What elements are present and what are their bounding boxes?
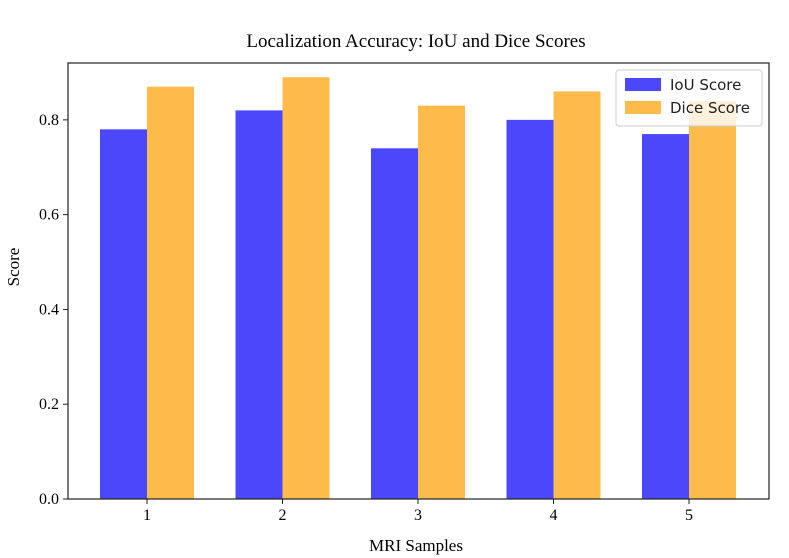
chart-title: Localization Accuracy: IoU and Dice Scor… xyxy=(246,31,585,52)
bar-dice-score-3 xyxy=(418,105,465,500)
x-tick-label: 5 xyxy=(685,507,693,524)
bar-iou-score-1 xyxy=(100,129,147,499)
y-axis: 0.0 0.2 0.4 0.6 0.8 xyxy=(39,112,68,508)
x-tick-label: 2 xyxy=(279,507,287,524)
x-tick-label: 3 xyxy=(414,507,422,524)
bars-group xyxy=(100,77,736,500)
y-tick-label: 0.0 xyxy=(39,491,59,508)
legend-label-iou: IoU Score xyxy=(670,76,741,94)
y-tick-label: 0.8 xyxy=(39,112,59,129)
bar-iou-score-4 xyxy=(506,119,554,499)
x-axis-label: MRI Samples xyxy=(369,536,463,555)
legend: IoU Score Dice Score xyxy=(615,69,763,127)
legend-label-dice: Dice Score xyxy=(670,99,750,117)
bar-dice-score-2 xyxy=(282,77,330,499)
x-axis: 1 2 3 4 5 xyxy=(143,499,693,524)
bar-dice-score-5 xyxy=(689,100,736,500)
bar-dice-score-4 xyxy=(553,91,601,499)
bar-iou-score-2 xyxy=(235,110,283,500)
bar-iou-score-3 xyxy=(371,148,418,499)
bar-dice-score-1 xyxy=(147,86,194,500)
x-tick-label: 1 xyxy=(143,507,151,524)
y-axis-label: Score xyxy=(4,248,23,287)
legend-swatch-dice xyxy=(625,101,661,114)
bar-iou-score-5 xyxy=(642,134,689,499)
x-tick-label: 4 xyxy=(550,507,558,524)
y-tick-label: 0.6 xyxy=(39,207,59,224)
y-tick-label: 0.4 xyxy=(39,301,59,318)
legend-swatch-iou xyxy=(625,78,661,91)
y-tick-label: 0.2 xyxy=(39,396,59,413)
